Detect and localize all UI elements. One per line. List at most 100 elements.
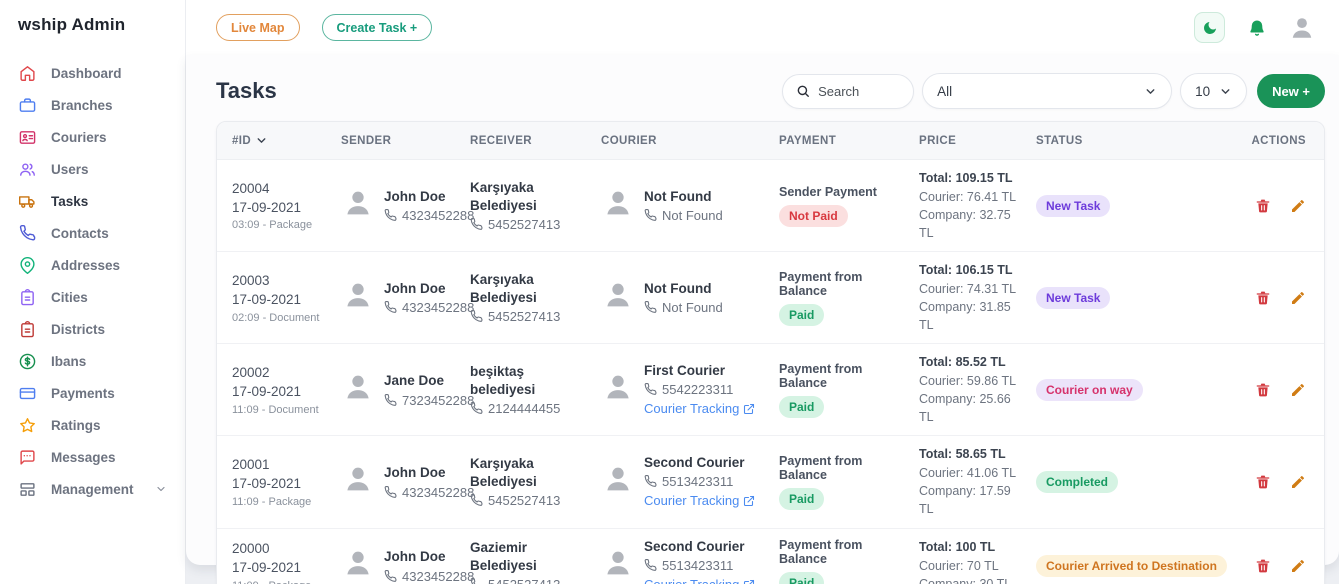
sidebar-item-tasks[interactable]: Tasks	[0, 185, 185, 217]
external-link-icon	[743, 495, 755, 507]
actions-cell	[1239, 558, 1324, 574]
moon-icon	[1202, 20, 1218, 36]
task-date: 17-09-2021	[232, 383, 302, 399]
courier-avatar-icon	[601, 278, 635, 317]
receiver-phone: 2124444455	[488, 401, 561, 417]
courier-phone: Not Found	[662, 300, 723, 316]
delete-button[interactable]	[1255, 382, 1271, 398]
home-icon	[18, 64, 36, 82]
chevron-down-icon	[155, 483, 167, 495]
sender-avatar-icon	[341, 186, 375, 225]
task-id: 20004	[232, 180, 270, 196]
sidebar-item-messages[interactable]: Messages	[0, 441, 185, 473]
sidebar-item-payments[interactable]: Payments	[0, 377, 185, 409]
sidebar-item-users[interactable]: Users	[0, 153, 185, 185]
sender-phone-line: 7323452288	[384, 393, 474, 408]
sidebar-item-ratings[interactable]: Ratings	[0, 409, 185, 441]
task-time-type: 03:09 - Package	[232, 219, 313, 232]
phone-icon	[644, 559, 657, 572]
trash-icon	[1255, 198, 1271, 214]
courier-tracking-link[interactable]: Courier Tracking	[644, 493, 755, 508]
task-id-cell: 20003 17-09-2021 02:09 - Document	[217, 272, 341, 324]
phone-icon	[644, 383, 657, 396]
filter-bar: All 10 New +	[782, 73, 1325, 109]
sidebar-item-label: Ibans	[51, 353, 87, 369]
theme-toggle-button[interactable]	[1194, 12, 1225, 43]
sidebar: wship Admin Dashboard Branches Couriers …	[0, 0, 186, 584]
task-id: 20000	[232, 540, 270, 556]
courier-name: Second Courier	[644, 454, 745, 470]
topbar: Live Map Create Task +	[186, 0, 1339, 55]
map-pin-icon	[18, 256, 36, 274]
delete-button[interactable]	[1255, 198, 1271, 214]
edit-button[interactable]	[1290, 558, 1306, 574]
status-badge: Courier Arrived to Destination	[1036, 554, 1227, 577]
sender-avatar-icon	[341, 370, 375, 409]
edit-button[interactable]	[1290, 198, 1306, 214]
phone-icon	[470, 402, 483, 415]
courier-tracking-label: Courier Tracking	[644, 401, 740, 417]
receiver-cell: Gaziemir Belediyesi 5452527413	[470, 539, 601, 584]
phone-icon	[470, 578, 483, 584]
edit-button[interactable]	[1290, 290, 1306, 306]
create-task-button[interactable]: Create Task +	[321, 14, 433, 41]
column-header-courier: COURIER	[601, 134, 657, 147]
phone-icon	[644, 475, 657, 488]
notifications-button[interactable]	[1248, 19, 1266, 37]
phone-icon	[470, 494, 483, 507]
sidebar-item-cities[interactable]: Cities	[0, 281, 185, 313]
page-title: Tasks	[216, 78, 277, 103]
sort-chevron-icon[interactable]	[255, 134, 268, 147]
price-cell: Total: 100 TL Courier: 70 TL Company: 30…	[919, 538, 1036, 584]
search-input[interactable]	[818, 83, 899, 99]
courier-tracking-link[interactable]: Courier Tracking	[644, 401, 755, 416]
price-courier: Courier: 76.41 TL	[919, 189, 1017, 204]
sender-name: Jane Doe	[384, 373, 445, 389]
sidebar-item-dashboard[interactable]: Dashboard	[0, 57, 185, 89]
courier-phone: Not Found	[662, 208, 723, 224]
payment-method: Payment from Balance	[779, 269, 863, 298]
sidebar-item-label: Management	[51, 481, 134, 497]
delete-button[interactable]	[1255, 474, 1271, 490]
payment-cell: Payment from Balance Paid	[779, 270, 919, 326]
receiver-name: beşiktaş belediyesi	[470, 364, 536, 397]
actions-cell	[1239, 474, 1324, 490]
sidebar-item-ibans[interactable]: Ibans	[0, 345, 185, 377]
status-filter-select[interactable]: All	[922, 73, 1173, 109]
new-task-button[interactable]: New +	[1257, 74, 1325, 108]
payment-status-badge: Paid	[779, 303, 825, 326]
sender-cell: John Doe 4323452288	[341, 462, 474, 501]
courier-name: Not Found	[644, 280, 712, 296]
price-courier: Courier: 59.86 TL	[919, 374, 1017, 388]
sender-cell: John Doe 4323452288	[341, 186, 474, 225]
page-size-select[interactable]: 10	[1180, 73, 1248, 109]
courier-tracking-link[interactable]: Courier Tracking	[644, 577, 755, 584]
edit-button[interactable]	[1290, 382, 1306, 398]
sidebar-item-addresses[interactable]: Addresses	[0, 249, 185, 281]
price-total: Total: 100 TL	[919, 540, 996, 555]
sidebar-item-districts[interactable]: Districts	[0, 313, 185, 345]
edit-button[interactable]	[1290, 474, 1306, 490]
sidebar-item-management[interactable]: Management	[0, 473, 185, 505]
content-area: Live Map Create Task + Tasks	[186, 0, 1339, 584]
receiver-name: Karşıyaka Belediyesi	[470, 180, 537, 213]
sidebar-item-couriers[interactable]: Couriers	[0, 121, 185, 153]
payment-cell: Payment from Balance Paid	[779, 538, 919, 584]
sidebar-item-branches[interactable]: Branches	[0, 89, 185, 121]
sender-phone-line: 4323452288	[384, 569, 474, 584]
price-courier: Courier: 41.06 TL	[919, 466, 1017, 481]
delete-button[interactable]	[1255, 290, 1271, 306]
courier-cell: First Courier 5542223311 Courier Trackin…	[601, 362, 779, 419]
avatar	[1289, 15, 1315, 41]
sidebar-item-contacts[interactable]: Contacts	[0, 217, 185, 249]
live-map-button[interactable]: Live Map	[216, 14, 300, 41]
task-id-cell: 20000 17-09-2021 11:09 - Package	[217, 540, 341, 584]
receiver-cell: Karşıyaka Belediyesi 5452527413	[470, 455, 601, 508]
profile-button[interactable]	[1289, 15, 1315, 41]
delete-button[interactable]	[1255, 558, 1271, 574]
layout-icon	[18, 480, 36, 498]
search-icon	[796, 84, 810, 98]
sender-phone: 4323452288	[402, 568, 475, 584]
column-header-payment: PAYMENT	[779, 134, 837, 147]
courier-phone-line: Not Found	[644, 208, 723, 223]
